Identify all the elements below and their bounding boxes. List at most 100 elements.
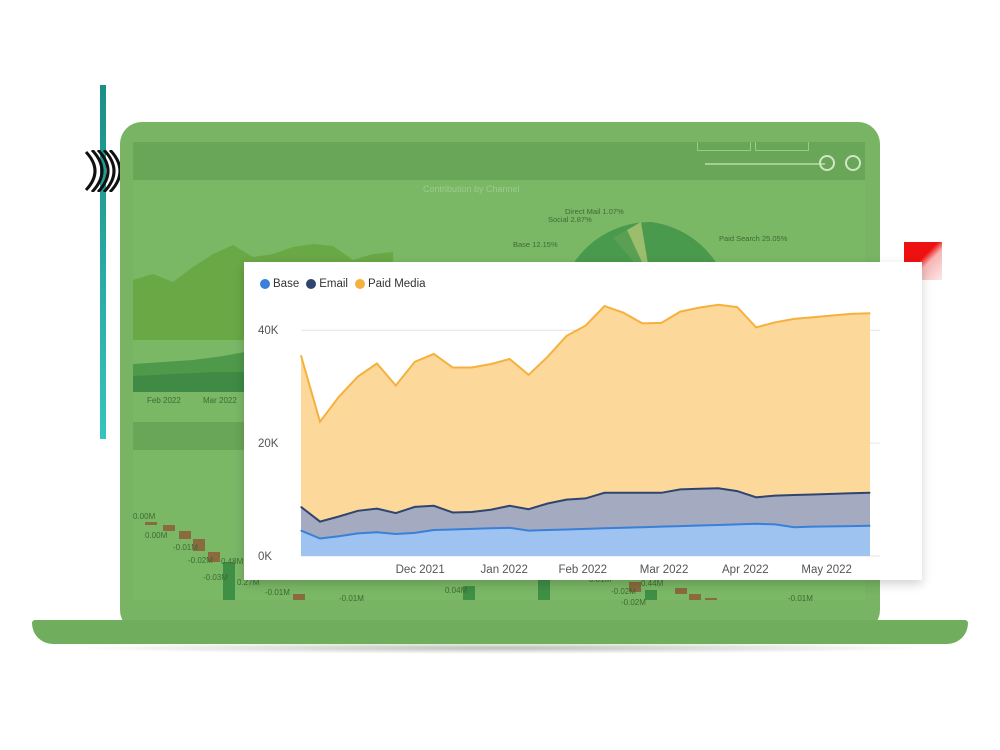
dashboard-button-1[interactable] — [697, 142, 751, 151]
area-paid-media[interactable] — [301, 304, 870, 522]
data-point — [660, 526, 662, 528]
bg-pie-label-direct-mail: Direct Mail 1.07% — [565, 207, 624, 216]
data-point — [850, 525, 852, 527]
data-point — [547, 356, 549, 358]
bg-pie-label-social: Social 2.87% — [548, 215, 592, 224]
data-point — [793, 526, 795, 528]
data-point — [622, 312, 624, 314]
data-point — [300, 530, 302, 532]
bg-waterfall-label: -0.01M — [339, 594, 364, 603]
legend-item-paid-media[interactable]: Paid Media — [354, 278, 426, 290]
data-point — [433, 353, 435, 355]
dashboard-button-2[interactable] — [755, 142, 809, 151]
data-point — [850, 313, 852, 315]
data-point — [736, 490, 738, 492]
area-base[interactable] — [301, 523, 870, 556]
data-point — [812, 526, 814, 528]
dashboard-section-bar — [133, 422, 245, 450]
data-point — [565, 335, 568, 337]
data-point — [641, 526, 643, 528]
data-point — [338, 515, 340, 518]
data-point — [603, 527, 606, 529]
data-point — [376, 508, 378, 510]
data-point — [300, 355, 302, 357]
data-point — [622, 492, 624, 494]
area-email[interactable] — [301, 488, 870, 539]
slider-end-knob[interactable] — [845, 155, 861, 171]
chart-card: Base Email Paid Media 0K 20K 40K Dec 2021 Ja… — [244, 262, 922, 580]
y-tick-label: 40K — [258, 325, 279, 337]
bg-waterfall-bars — [145, 522, 717, 600]
bg-waterfall-label: 0.00M — [133, 512, 156, 521]
bg-area-bottom — [133, 372, 245, 392]
data-point — [319, 421, 321, 423]
data-point — [584, 497, 587, 499]
data-point — [660, 322, 662, 324]
chart-legend: Base Email Paid Media — [260, 278, 426, 290]
data-point — [414, 532, 416, 534]
slider-start-knob[interactable] — [819, 155, 835, 171]
bg-waterfall-label: 0.04M — [445, 586, 468, 595]
data-point — [357, 532, 359, 534]
data-point — [869, 525, 871, 527]
data-point — [319, 521, 321, 523]
data-point — [490, 363, 492, 365]
data-point — [698, 488, 700, 490]
data-point — [338, 535, 340, 537]
data-point — [528, 508, 530, 510]
data-point — [869, 492, 871, 494]
y-tick-label: 20K — [258, 438, 279, 450]
data-point — [774, 495, 776, 497]
x-tick-label: Apr 2022 — [722, 564, 769, 576]
legend-label-email: Email — [319, 278, 348, 290]
laptop-shadow — [70, 642, 930, 654]
data-point — [812, 493, 814, 496]
data-point — [376, 531, 378, 533]
data-point — [698, 307, 700, 309]
data-point — [831, 493, 833, 495]
data-point — [452, 511, 454, 514]
dashboard-header — [133, 142, 865, 180]
dashboard-slider-track[interactable] — [705, 163, 825, 165]
data-point — [414, 506, 416, 508]
data-point — [831, 525, 833, 527]
data-point — [736, 306, 738, 308]
x-tick-label: Dec 2021 — [396, 564, 445, 576]
legend-item-base[interactable]: Base — [260, 278, 299, 290]
data-point — [698, 524, 700, 527]
data-point — [528, 530, 530, 532]
x-tick-label: Feb 2022 — [558, 564, 607, 576]
data-point — [319, 537, 321, 540]
data-point — [395, 384, 397, 387]
data-point — [679, 311, 681, 313]
x-tick-label: Jan 2022 — [481, 564, 528, 576]
data-point — [471, 511, 473, 513]
data-point — [831, 314, 833, 317]
bg-waterfall-label: -0.01M — [173, 543, 198, 552]
data-point — [565, 499, 568, 501]
data-point — [565, 528, 568, 531]
data-point — [509, 358, 511, 360]
laptop-base — [32, 620, 968, 644]
bg-waterfall-label: 0.44M — [641, 579, 664, 588]
bg-x-label-2: Mar 2022 — [203, 396, 237, 405]
data-point — [528, 374, 530, 376]
data-point — [755, 496, 757, 498]
data-point — [490, 527, 492, 529]
legend-dot-base — [260, 279, 270, 289]
zebra-stripe-decoration — [84, 150, 124, 192]
data-point — [755, 523, 757, 525]
bg-pie-label-base: Base 12.15% — [513, 240, 558, 249]
data-point — [603, 305, 606, 307]
legend-dot-paid-media — [354, 279, 365, 289]
legend-item-email[interactable]: Email — [306, 278, 348, 290]
bg-waterfall-label: -0.02M — [611, 587, 636, 596]
data-point — [812, 316, 814, 318]
data-point — [717, 524, 719, 526]
legend-label-base: Base — [273, 278, 300, 290]
bg-pie-label-paid-search: Paid Search 25.05% — [719, 234, 788, 243]
x-tick-label: May 2022 — [801, 564, 852, 576]
data-point — [717, 487, 719, 489]
bg-waterfall-label: 0.27M — [237, 578, 260, 587]
data-point — [376, 362, 378, 365]
